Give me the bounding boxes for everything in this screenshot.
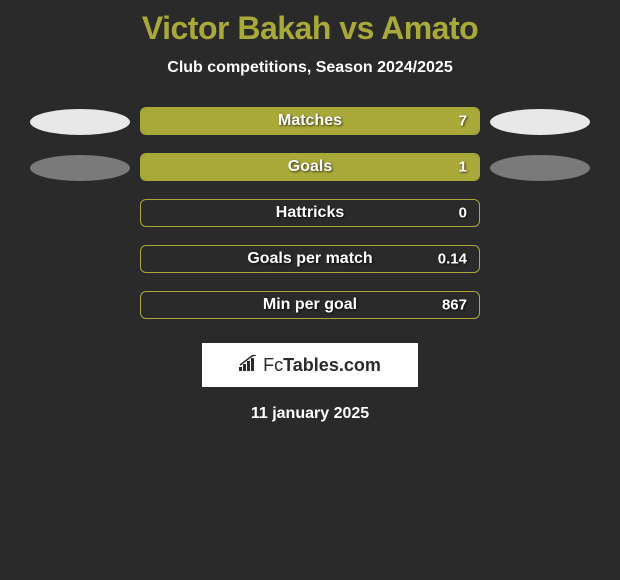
- stat-row-goals-per-match: Goals per match 0.14: [140, 245, 480, 273]
- stat-row-goals: Goals 1: [140, 153, 480, 181]
- left-ellipse-2: [30, 155, 130, 181]
- logo-text: FcTables.com: [239, 355, 381, 376]
- stat-value: 867: [442, 297, 467, 314]
- stat-label: Goals: [288, 158, 332, 176]
- stat-label: Hattricks: [276, 204, 344, 222]
- stat-row-matches: Matches 7: [140, 107, 480, 135]
- chart-icon: [239, 355, 259, 376]
- comparison-card: Victor Bakah vs Amato Club competitions,…: [0, 0, 620, 423]
- stat-label: Min per goal: [263, 296, 357, 314]
- subtitle: Club competitions, Season 2024/2025: [167, 59, 452, 77]
- right-player-col: [480, 107, 600, 201]
- stat-value: 1: [459, 159, 467, 176]
- stat-row-hattricks: Hattricks 0: [140, 199, 480, 227]
- page-title: Victor Bakah vs Amato: [142, 10, 478, 47]
- stat-bars: Matches 7 Goals 1 Hattricks 0 Goals per …: [140, 107, 480, 319]
- stats-area: Matches 7 Goals 1 Hattricks 0 Goals per …: [0, 107, 620, 319]
- date-label: 11 january 2025: [251, 405, 369, 423]
- left-ellipse-1: [30, 109, 130, 135]
- left-player-col: [20, 107, 140, 201]
- logo-suffix: Tables.com: [283, 355, 381, 375]
- right-ellipse-2: [490, 155, 590, 181]
- right-ellipse-1: [490, 109, 590, 135]
- stat-value: 7: [459, 113, 467, 130]
- stat-label: Goals per match: [247, 250, 372, 268]
- stat-label: Matches: [278, 112, 342, 130]
- logo-prefix: Fc: [263, 355, 283, 375]
- stat-row-min-per-goal: Min per goal 867: [140, 291, 480, 319]
- stat-value: 0: [459, 205, 467, 222]
- source-logo: FcTables.com: [202, 343, 418, 387]
- stat-value: 0.14: [438, 251, 467, 268]
